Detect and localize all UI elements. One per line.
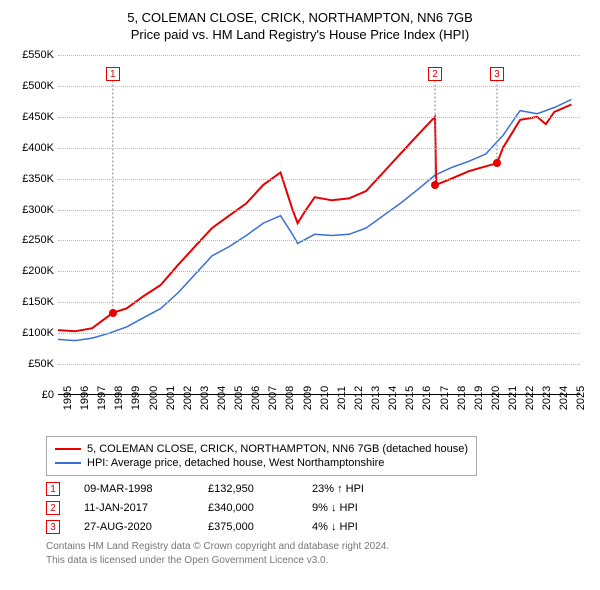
- footer-line-1: Contains HM Land Registry data © Crown c…: [46, 540, 590, 554]
- tx-delta: 23% ↑ HPI: [312, 483, 364, 495]
- table-row: 3 27-AUG-2020 £375,000 4% ↓ HPI: [46, 520, 590, 534]
- tx-date: 27-AUG-2020: [84, 521, 184, 533]
- tx-date: 11-JAN-2017: [84, 502, 184, 514]
- marker-badge: 2: [46, 501, 60, 515]
- chart: 1 2 3 £0 £50K £100K £150K £200K £250K £300K £350K…: [10, 50, 590, 430]
- gridline: [58, 179, 580, 180]
- x-tick-label: 1997: [96, 386, 108, 410]
- x-tick-label: 2020: [490, 386, 502, 410]
- legend-item: 5, COLEMAN CLOSE, CRICK, NORTHAMPTON, NN…: [55, 443, 468, 455]
- gridline: [58, 333, 580, 334]
- y-tick-label: £250K: [22, 234, 54, 246]
- tx-price: £375,000: [208, 521, 288, 533]
- x-tick-label: 2012: [353, 386, 365, 410]
- y-tick-label: £100K: [22, 327, 54, 339]
- marker-badge: 1: [46, 482, 60, 496]
- y-tick-label: £0: [42, 389, 54, 401]
- y-tick-label: £400K: [22, 142, 54, 154]
- marker-badge: 3: [46, 520, 60, 534]
- tx-delta: 4% ↓ HPI: [312, 521, 358, 533]
- gridline: [58, 271, 580, 272]
- x-tick-label: 2018: [456, 386, 468, 410]
- x-tick-label: 1996: [79, 386, 91, 410]
- title-line-1: 5, COLEMAN CLOSE, CRICK, NORTHAMPTON, NN…: [10, 10, 590, 25]
- legend-label: HPI: Average price, detached house, West…: [87, 457, 384, 469]
- table-row: 2 11-JAN-2017 £340,000 9% ↓ HPI: [46, 501, 590, 515]
- footer-line-2: This data is licensed under the Open Gov…: [46, 554, 590, 568]
- tx-price: £132,950: [208, 483, 288, 495]
- chart-lines: [58, 55, 580, 394]
- x-tick-label: 2006: [250, 386, 262, 410]
- x-tick-label: 2023: [541, 386, 553, 410]
- x-tick-label: 2004: [216, 386, 228, 410]
- gridline: [58, 55, 580, 56]
- x-tick-label: 2003: [199, 386, 211, 410]
- gridline: [58, 210, 580, 211]
- x-tick-label: 2021: [507, 386, 519, 410]
- series-line: [58, 100, 571, 341]
- x-tick-label: 2013: [370, 386, 382, 410]
- footer: Contains HM Land Registry data © Crown c…: [46, 540, 590, 568]
- gridline: [58, 364, 580, 365]
- x-tick-label: 2022: [524, 386, 536, 410]
- gridline: [58, 148, 580, 149]
- legend: 5, COLEMAN CLOSE, CRICK, NORTHAMPTON, NN…: [46, 436, 477, 476]
- x-tick-label: 2011: [336, 386, 348, 410]
- x-tick-label: 2016: [421, 386, 433, 410]
- x-tick-label: 2007: [267, 386, 279, 410]
- y-tick-label: £50K: [28, 358, 54, 370]
- chart-container: 5, COLEMAN CLOSE, CRICK, NORTHAMPTON, NN…: [0, 0, 600, 576]
- legend-label: 5, COLEMAN CLOSE, CRICK, NORTHAMPTON, NN…: [87, 443, 468, 455]
- y-tick-label: £200K: [22, 265, 54, 277]
- x-tick-label: 2014: [387, 386, 399, 410]
- x-tick-label: 2010: [319, 386, 331, 410]
- x-tick-label: 2002: [182, 386, 194, 410]
- chart-marker-dot: [109, 309, 117, 317]
- y-tick-label: £550K: [22, 49, 54, 61]
- x-tick-label: 2009: [302, 386, 314, 410]
- legend-item: HPI: Average price, detached house, West…: [55, 457, 468, 469]
- transaction-table: 1 09-MAR-1998 £132,950 23% ↑ HPI 2 11-JA…: [46, 482, 590, 534]
- gridline: [58, 302, 580, 303]
- x-tick-label: 1995: [62, 386, 74, 410]
- x-tick-label: 2019: [473, 386, 485, 410]
- x-tick-label: 2015: [404, 386, 416, 410]
- x-tick-label: 1998: [113, 386, 125, 410]
- gridline: [58, 117, 580, 118]
- title-block: 5, COLEMAN CLOSE, CRICK, NORTHAMPTON, NN…: [10, 10, 590, 42]
- y-tick-label: £500K: [22, 80, 54, 92]
- gridline: [58, 240, 580, 241]
- chart-marker-dot: [431, 181, 439, 189]
- chart-marker-badge: 3: [490, 67, 504, 81]
- x-tick-label: 2025: [575, 386, 587, 410]
- gridline: [58, 86, 580, 87]
- x-tick-label: 2000: [148, 386, 160, 410]
- x-tick-label: 2005: [233, 386, 245, 410]
- y-tick-label: £150K: [22, 296, 54, 308]
- plot-area: 1 2 3: [58, 55, 580, 395]
- y-tick-label: £300K: [22, 204, 54, 216]
- chart-marker-badge: 1: [106, 67, 120, 81]
- y-tick-label: £450K: [22, 111, 54, 123]
- series-line: [58, 105, 571, 332]
- tx-date: 09-MAR-1998: [84, 483, 184, 495]
- tx-price: £340,000: [208, 502, 288, 514]
- x-tick-label: 2017: [439, 386, 451, 410]
- x-tick-label: 1999: [130, 386, 142, 410]
- legend-swatch: [55, 448, 81, 450]
- y-tick-label: £350K: [22, 173, 54, 185]
- table-row: 1 09-MAR-1998 £132,950 23% ↑ HPI: [46, 482, 590, 496]
- x-tick-label: 2001: [165, 386, 177, 410]
- title-line-2: Price paid vs. HM Land Registry's House …: [10, 27, 590, 42]
- legend-swatch: [55, 462, 81, 464]
- x-tick-label: 2008: [284, 386, 296, 410]
- chart-marker-badge: 2: [428, 67, 442, 81]
- chart-marker-dot: [493, 159, 501, 167]
- tx-delta: 9% ↓ HPI: [312, 502, 358, 514]
- x-tick-label: 2024: [558, 386, 570, 410]
